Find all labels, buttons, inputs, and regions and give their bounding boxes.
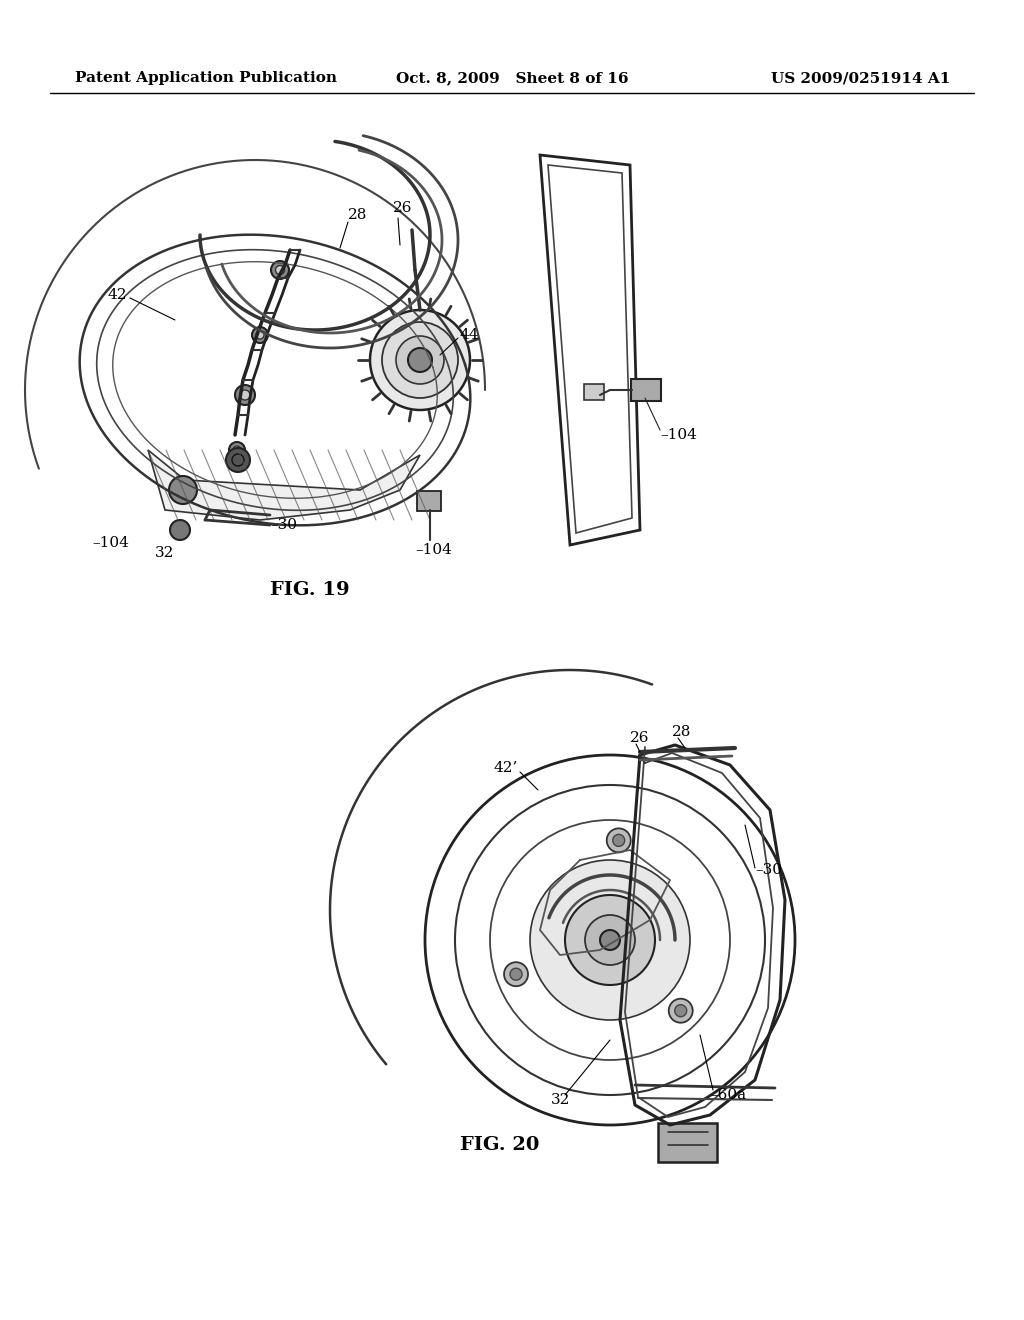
Text: 42’: 42’: [493, 762, 517, 775]
Circle shape: [256, 331, 264, 339]
Text: FIG. 19: FIG. 19: [270, 581, 350, 599]
Circle shape: [669, 999, 692, 1023]
Text: 44: 44: [460, 327, 479, 342]
Circle shape: [504, 962, 528, 986]
Circle shape: [229, 442, 245, 458]
FancyBboxPatch shape: [658, 1123, 717, 1162]
Circle shape: [382, 322, 458, 399]
Circle shape: [408, 348, 432, 372]
Circle shape: [600, 931, 620, 950]
Text: –60a: –60a: [710, 1088, 746, 1102]
Circle shape: [233, 446, 241, 454]
Polygon shape: [148, 450, 420, 520]
Circle shape: [612, 834, 625, 846]
Text: Oct. 8, 2009   Sheet 8 of 16: Oct. 8, 2009 Sheet 8 of 16: [395, 71, 629, 84]
Text: 32: 32: [551, 1093, 570, 1107]
Text: –30: –30: [755, 863, 782, 876]
Circle shape: [275, 265, 285, 275]
Circle shape: [675, 1005, 687, 1016]
Circle shape: [169, 477, 197, 504]
Circle shape: [530, 861, 690, 1020]
Circle shape: [240, 389, 250, 400]
Circle shape: [271, 261, 289, 279]
Circle shape: [370, 310, 470, 411]
FancyBboxPatch shape: [417, 491, 441, 511]
Circle shape: [606, 829, 631, 853]
FancyBboxPatch shape: [584, 384, 604, 400]
Text: –104: –104: [415, 543, 452, 557]
Text: –30: –30: [270, 517, 297, 532]
Circle shape: [510, 968, 522, 981]
Circle shape: [226, 447, 250, 473]
Circle shape: [565, 895, 655, 985]
Text: 42: 42: [108, 288, 128, 302]
Circle shape: [252, 327, 268, 343]
Text: 26: 26: [630, 731, 649, 744]
Text: –104: –104: [660, 428, 697, 442]
Circle shape: [170, 520, 190, 540]
Text: Patent Application Publication: Patent Application Publication: [75, 71, 337, 84]
Text: 28: 28: [672, 725, 691, 739]
Text: 26: 26: [393, 201, 413, 215]
Circle shape: [396, 337, 444, 384]
Text: 28: 28: [348, 209, 368, 222]
Text: 32: 32: [155, 546, 174, 560]
Text: FIG. 20: FIG. 20: [461, 1137, 540, 1154]
Circle shape: [585, 915, 635, 965]
Text: US 2009/0251914 A1: US 2009/0251914 A1: [771, 71, 950, 84]
FancyBboxPatch shape: [631, 379, 662, 401]
Text: –104: –104: [92, 536, 129, 550]
Circle shape: [234, 385, 255, 405]
